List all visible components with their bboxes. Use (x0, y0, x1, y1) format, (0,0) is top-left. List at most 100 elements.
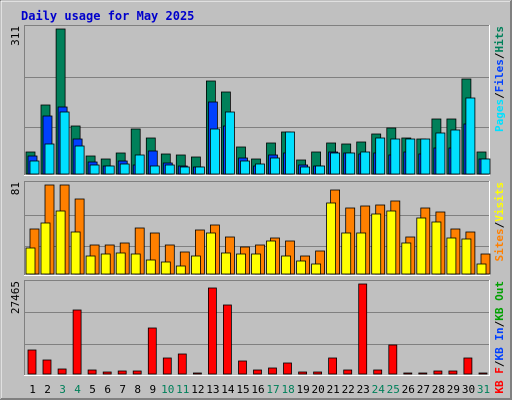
bar-visits-day-1 (25, 247, 36, 275)
bar-visits-day-31 (476, 263, 487, 275)
panel-middle-legend-item-3: Visits (493, 182, 506, 222)
bar-visits-day-4 (70, 231, 81, 275)
x-label-day-20: 20 (311, 383, 324, 396)
bar-visits-day-19 (296, 260, 307, 275)
bar-kb-f-day-20 (313, 371, 323, 375)
bar-kb-f-day-3 (57, 368, 67, 375)
bar-pages-day-24 (375, 137, 386, 175)
bar-visits-day-3 (55, 210, 66, 275)
bar-kb-f-day-31 (478, 372, 488, 375)
panel-bottom-legend-item-2: / (493, 360, 506, 367)
bar-pages-day-17 (270, 157, 280, 175)
panel-bottom-ymax-label: 27465 (9, 281, 22, 314)
x-label-day-21: 21 (327, 383, 340, 396)
panel-top-legend: Pages/Files/Hits (493, 26, 506, 132)
bar-visits-day-15 (236, 253, 246, 275)
bar-kb-f-day-24 (373, 369, 383, 375)
x-label-day-22: 22 (342, 383, 355, 396)
bar-kb-f-day-16 (253, 369, 262, 375)
bar-kb-f-day-13 (207, 287, 217, 375)
bar-kb-f-day-22 (343, 369, 353, 375)
panel-middle: 81 Sites/Visits (9, 181, 506, 276)
bar-kb-f-day-10 (162, 357, 172, 375)
bar-pages-day-4 (74, 145, 85, 175)
bar-visits-day-24 (371, 213, 382, 275)
bar-kb-f-day-6 (102, 371, 112, 375)
bar-visits-day-28 (431, 221, 442, 275)
bar-visits-day-10 (160, 261, 171, 275)
bar-pages-day-20 (315, 165, 326, 175)
bar-visits-day-30 (461, 238, 472, 275)
bar-pages-day-30 (465, 97, 476, 175)
bar-visits-day-18 (281, 255, 291, 275)
panel-middle-legend: Sites/Visits (493, 182, 506, 262)
x-label-day-13: 13 (206, 383, 219, 396)
bar-visits-day-13 (205, 232, 216, 275)
panel-bottom-legend-item-1: KB F (493, 367, 506, 394)
x-label-day-2: 2 (44, 383, 51, 396)
bar-visits-day-27 (416, 217, 427, 275)
bar-kb-f-day-30 (463, 357, 473, 375)
bar-pages-day-16 (255, 163, 265, 175)
bar-kb-f-day-15 (238, 360, 247, 375)
bar-kb-f-day-21 (328, 357, 338, 375)
x-label-day-30: 30 (462, 383, 475, 396)
bar-kb-f-day-29 (448, 370, 458, 375)
x-label-day-8: 8 (134, 383, 141, 396)
bar-pages-day-10 (164, 164, 175, 175)
bar-kb-f-day-23 (358, 283, 368, 375)
bar-pages-day-27 (420, 138, 431, 175)
bar-visits-day-17 (266, 240, 276, 275)
bar-pages-day-1 (29, 160, 40, 175)
bar-visits-day-25 (386, 210, 397, 275)
panel-middle-legend-item-2: / (493, 221, 506, 228)
panel-top-legend-item-1: Pages (493, 99, 506, 132)
bar-pages-day-23 (360, 151, 371, 175)
bar-pages-day-28 (435, 132, 446, 175)
x-label-day-12: 12 (191, 383, 204, 396)
bar-kb-f-day-2 (42, 359, 52, 375)
bar-kb-f-day-26 (403, 372, 413, 375)
x-label-day-24: 24 (372, 383, 386, 396)
bar-visits-day-5 (85, 255, 96, 275)
bar-kb-f-day-28 (433, 370, 443, 375)
bar-pages-day-13 (209, 128, 220, 175)
panel-top-legend-item-3: Files (493, 59, 506, 92)
chart-panels: 311Pages/Files/Hits81Sites/Visits27465KB… (9, 25, 506, 394)
bar-visits-day-2 (40, 222, 51, 275)
bar-pages-day-14 (224, 111, 235, 175)
panel-bottom-legend: KB F/KB In/KB Out (493, 281, 506, 394)
bar-pages-day-29 (450, 129, 461, 175)
bar-kb-f-day-12 (192, 372, 202, 375)
chart-title: Daily usage for May 2025 (21, 9, 194, 23)
x-label-day-5: 5 (89, 383, 96, 396)
panel-bottom-legend-item-5: KB Out (493, 281, 506, 321)
bar-pages-day-12 (194, 166, 205, 175)
x-label-day-7: 7 (119, 383, 126, 396)
panel-bottom-plot-area (24, 280, 490, 376)
bar-visits-day-12 (190, 255, 201, 275)
bar-pages-day-3 (59, 111, 70, 175)
panel-bottom-legend-item-4: / (493, 320, 506, 327)
bar-pages-day-6 (104, 165, 115, 175)
x-label-day-16: 16 (251, 383, 264, 396)
bar-visits-day-16 (251, 253, 261, 275)
bar-visits-day-29 (446, 237, 457, 275)
x-label-day-10: 10 (161, 383, 174, 396)
x-label-day-6: 6 (104, 383, 111, 396)
x-label-day-11: 11 (176, 383, 189, 396)
bar-visits-day-23 (356, 232, 367, 275)
bar-pages-day-19 (300, 166, 311, 175)
x-label-day-18: 18 (281, 383, 294, 396)
panel-bottom-legend-item-3: KB In (493, 327, 506, 360)
x-label-day-3: 3 (59, 383, 66, 396)
bar-kb-f-day-18 (283, 362, 292, 375)
x-label-day-28: 28 (432, 383, 445, 396)
bar-pages-day-8 (134, 154, 145, 175)
bar-pages-day-22 (345, 152, 356, 175)
bar-pages-day-25 (390, 138, 401, 175)
